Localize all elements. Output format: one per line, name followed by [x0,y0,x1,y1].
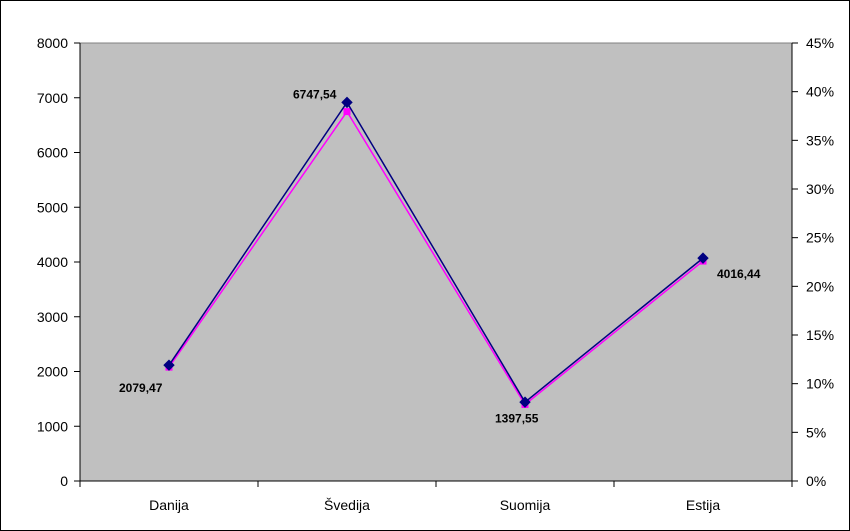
series-line-2 [168,100,704,404]
plot-area [79,42,793,482]
series-2-marker [341,96,353,109]
data-label: 4016,44 [717,267,761,281]
y-left-tick-label: 0 [60,473,68,489]
y-left-tick-label: 5000 [37,199,68,215]
series-line-1 [168,110,704,406]
data-label: 6747,54 [293,88,337,102]
data-label: 1397,55 [495,411,539,425]
y-right-tick-label: 15% [806,327,834,343]
data-label: 2079,47 [119,381,163,395]
y-left-tick-label: 2000 [37,364,68,380]
x-tick-label: Danija [149,497,189,513]
x-tick-label: Estija [686,497,720,513]
y-left-tick-label: 4000 [37,254,68,270]
y-left-tick-label: 7000 [37,90,68,106]
y-right-tick-label: 0% [806,473,826,489]
y-right-tick-label: 20% [806,278,834,294]
x-tick-label: Švedija [324,497,370,513]
y-right-tick-label: 40% [806,84,834,100]
series-2-marker [163,359,175,371]
y-left-tick-label: 8000 [37,35,68,51]
y-right-tick-label: 30% [806,181,834,197]
series-1-marker [343,108,351,116]
y-left-tick-label: 3000 [37,309,68,325]
y-left-tick-label: 6000 [37,145,68,161]
y-right-tick-label: 5% [806,424,826,440]
y-right-tick-label: 25% [806,230,834,246]
y-left-tick-label: 1000 [37,418,68,434]
y-right-tick-label: 45% [806,35,834,51]
y-right-tick-label: 10% [806,376,834,392]
x-tick-label: Suomija [500,497,551,513]
y-right-tick-label: 35% [806,132,834,148]
series-2-marker [697,252,709,264]
series-2-marker [519,396,531,408]
